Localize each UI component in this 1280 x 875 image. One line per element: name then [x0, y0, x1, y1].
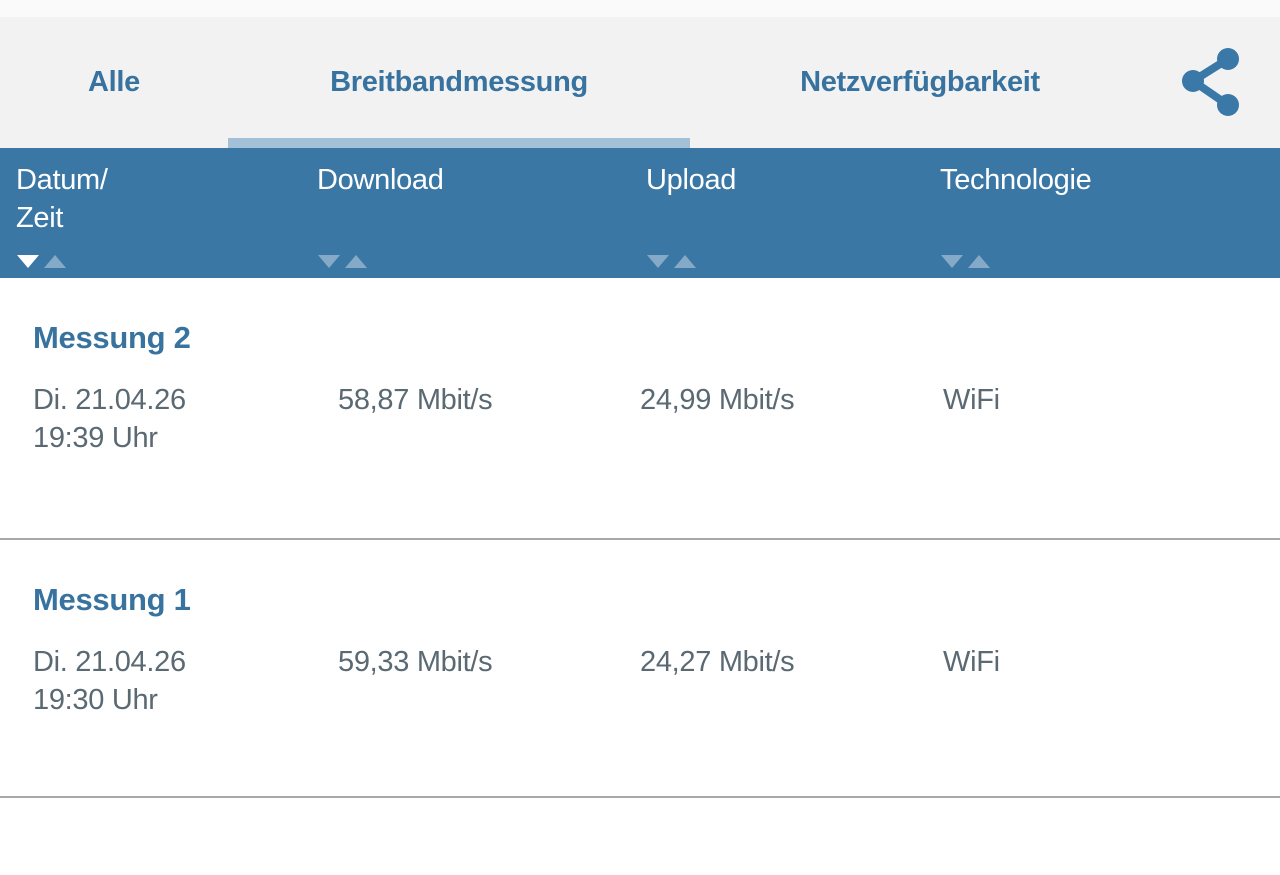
tab-alle[interactable]: Alle	[0, 17, 228, 148]
tab-bar: Alle Breitbandmessung Netzverfügbarkeit	[0, 17, 1280, 148]
column-header-technologie[interactable]: Technologie	[940, 148, 1240, 278]
column-header-upload[interactable]: Upload	[646, 148, 931, 278]
share-icon	[1182, 47, 1239, 116]
sort-desc-icon[interactable]	[647, 255, 669, 268]
column-header-datum-zeit[interactable]: Datum/Zeit	[16, 148, 306, 278]
sort-asc-icon[interactable]	[44, 255, 66, 268]
measurement-title: Messung 2	[33, 320, 191, 355]
sort-control-datum-zeit[interactable]	[17, 255, 66, 268]
measurement-date: Di. 21.04.26	[33, 646, 186, 678]
active-tab-indicator	[228, 138, 690, 148]
measurement-download: 59,33 Mbit/s	[338, 646, 493, 678]
column-header-download-label: Download	[317, 164, 444, 196]
column-header-datum-zeit-label: Datum/Zeit	[16, 164, 108, 234]
sort-asc-icon[interactable]	[968, 255, 990, 268]
tab-breitbandmessung-label: Breitbandmessung	[330, 66, 588, 98]
sort-control-download[interactable]	[318, 255, 367, 268]
sort-asc-icon[interactable]	[674, 255, 696, 268]
share-area	[1150, 17, 1280, 148]
tab-alle-label: Alle	[88, 66, 140, 98]
sort-desc-icon[interactable]	[17, 255, 39, 268]
top-strip	[0, 0, 1280, 17]
column-header-technologie-label: Technologie	[940, 164, 1092, 196]
measurement-technology: WiFi	[943, 384, 1000, 416]
column-header-download[interactable]: Download	[317, 148, 637, 278]
measurement-technology: WiFi	[943, 646, 1000, 678]
measurement-title: Messung 1	[33, 582, 191, 617]
sort-desc-icon[interactable]	[941, 255, 963, 268]
measurement-upload: 24,99 Mbit/s	[640, 384, 795, 416]
measurement-row[interactable]: Messung 1 Di. 21.04.26 19:30 Uhr 59,33 M…	[0, 540, 1280, 798]
sort-control-upload[interactable]	[647, 255, 696, 268]
measurement-date: Di. 21.04.26	[33, 384, 186, 416]
measurement-list: Messung 2 Di. 21.04.26 19:39 Uhr 58,87 M…	[0, 278, 1280, 798]
measurement-time: 19:30 Uhr	[33, 684, 158, 716]
table-header: Datum/Zeit Download Upload Technologie	[0, 148, 1280, 278]
column-header-upload-label: Upload	[646, 164, 737, 196]
measurement-download: 58,87 Mbit/s	[338, 384, 493, 416]
measurement-row[interactable]: Messung 2 Di. 21.04.26 19:39 Uhr 58,87 M…	[0, 278, 1280, 540]
share-button[interactable]	[1180, 47, 1244, 119]
tab-netzverfuegbarkeit[interactable]: Netzverfügbarkeit	[690, 17, 1150, 148]
sort-desc-icon[interactable]	[318, 255, 340, 268]
tab-breitbandmessung[interactable]: Breitbandmessung	[228, 17, 690, 148]
tab-netzverfuegbarkeit-label: Netzverfügbarkeit	[800, 66, 1040, 98]
measurement-time: 19:39 Uhr	[33, 422, 158, 454]
measurement-upload: 24,27 Mbit/s	[640, 646, 795, 678]
sort-asc-icon[interactable]	[345, 255, 367, 268]
sort-control-technologie[interactable]	[941, 255, 990, 268]
